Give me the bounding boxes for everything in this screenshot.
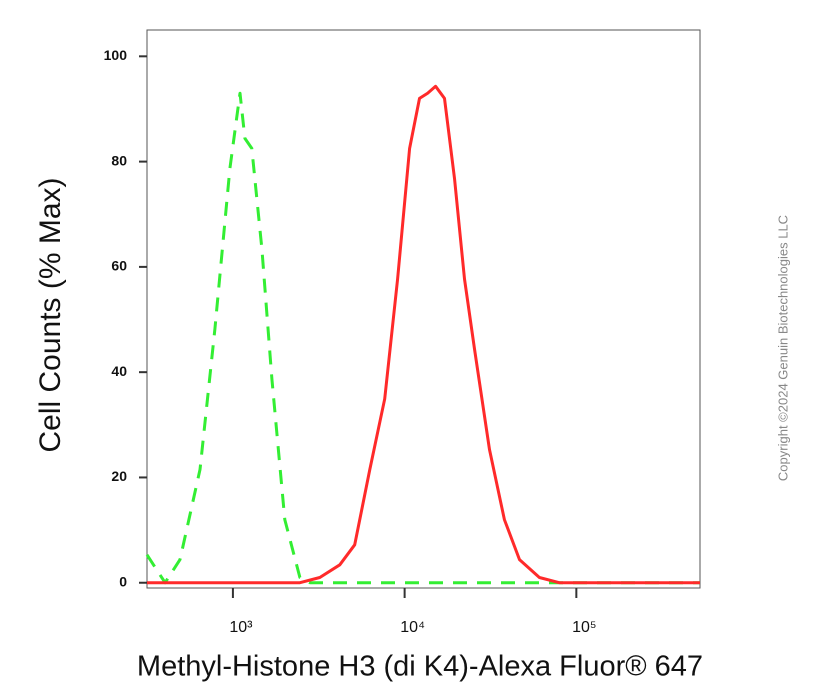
x-axis-label: Methyl-Histone H3 (di K4)-Alexa Fluor® 6…	[137, 651, 703, 683]
y-tick-label: 40	[111, 363, 127, 379]
y-tick-label: 100	[104, 47, 128, 63]
series-line	[147, 84, 700, 585]
y-tick-label: 0	[119, 573, 127, 589]
series-line	[145, 91, 700, 585]
plot-frame	[146, 29, 701, 589]
copyright: Copyright ©2024 Genuin Biotechnologies L…	[775, 215, 790, 481]
y-tick-label: 60	[111, 258, 127, 274]
x-tick-label: 10⁴	[400, 619, 425, 636]
x-tick-label: 10³	[229, 619, 253, 636]
y-tick-label: 20	[111, 468, 127, 484]
y-tick-label: 80	[111, 152, 127, 168]
y-axis-label: Cell Counts (% Max)	[34, 177, 67, 452]
x-tick-label: 10⁵	[572, 619, 596, 636]
